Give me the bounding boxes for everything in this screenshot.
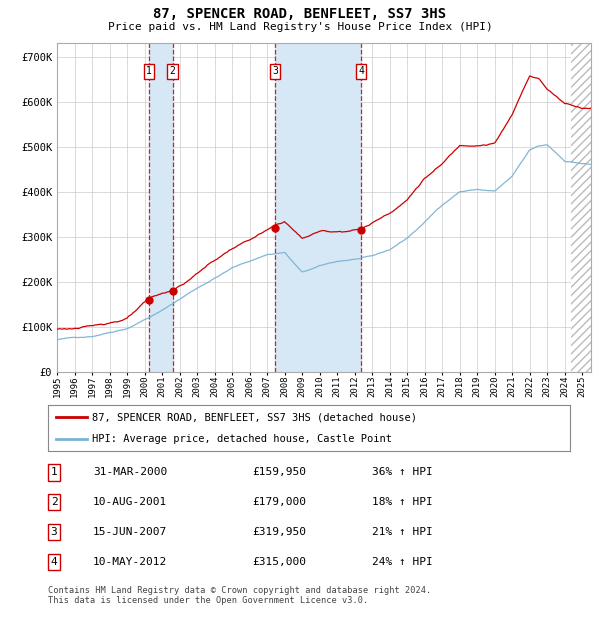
Text: 3: 3 (272, 66, 278, 76)
Text: HPI: Average price, detached house, Castle Point: HPI: Average price, detached house, Cast… (92, 434, 392, 444)
Text: 2019: 2019 (473, 375, 482, 397)
Text: 1999: 1999 (122, 375, 131, 397)
Text: 2: 2 (50, 497, 58, 507)
Text: 1998: 1998 (105, 375, 114, 397)
Text: 2003: 2003 (193, 375, 202, 397)
Text: £179,000: £179,000 (252, 497, 306, 507)
Text: 2012: 2012 (350, 375, 359, 397)
Text: 21% ↑ HPI: 21% ↑ HPI (372, 527, 433, 537)
Text: 2009: 2009 (298, 375, 307, 397)
Text: 4: 4 (50, 557, 58, 567)
Text: 2015: 2015 (403, 375, 412, 397)
Text: 2001: 2001 (158, 375, 167, 397)
Text: 24% ↑ HPI: 24% ↑ HPI (372, 557, 433, 567)
Text: 2014: 2014 (385, 375, 394, 397)
Text: Price paid vs. HM Land Registry's House Price Index (HPI): Price paid vs. HM Land Registry's House … (107, 22, 493, 32)
Text: 4: 4 (358, 66, 364, 76)
Text: 2017: 2017 (437, 375, 446, 397)
Text: £159,950: £159,950 (252, 467, 306, 477)
Text: 2007: 2007 (263, 375, 272, 397)
Text: 1996: 1996 (70, 375, 79, 397)
Text: 10-AUG-2001: 10-AUG-2001 (93, 497, 167, 507)
Text: 36% ↑ HPI: 36% ↑ HPI (372, 467, 433, 477)
Text: 2011: 2011 (332, 375, 341, 397)
Text: 2022: 2022 (525, 375, 534, 397)
Text: 2: 2 (170, 66, 176, 76)
Text: 2021: 2021 (508, 375, 517, 397)
Text: 2004: 2004 (210, 375, 219, 397)
Text: 2000: 2000 (140, 375, 149, 397)
Text: 87, SPENCER ROAD, BENFLEET, SS7 3HS: 87, SPENCER ROAD, BENFLEET, SS7 3HS (154, 7, 446, 22)
Text: 2018: 2018 (455, 375, 464, 397)
Text: 2024: 2024 (560, 375, 569, 397)
Text: Contains HM Land Registry data © Crown copyright and database right 2024.
This d: Contains HM Land Registry data © Crown c… (48, 586, 431, 605)
Bar (149, 43, 173, 372)
Text: 3: 3 (50, 527, 58, 537)
Text: 1995: 1995 (53, 375, 62, 397)
Text: £315,000: £315,000 (252, 557, 306, 567)
Text: 2008: 2008 (280, 375, 289, 397)
Text: £319,950: £319,950 (252, 527, 306, 537)
Text: 31-MAR-2000: 31-MAR-2000 (93, 467, 167, 477)
Text: 2013: 2013 (368, 375, 377, 397)
Text: 18% ↑ HPI: 18% ↑ HPI (372, 497, 433, 507)
Text: 10-MAY-2012: 10-MAY-2012 (93, 557, 167, 567)
Text: 2005: 2005 (227, 375, 236, 397)
Text: 2020: 2020 (490, 375, 499, 397)
Bar (275, 43, 361, 372)
Text: 1: 1 (50, 467, 58, 477)
Text: 2006: 2006 (245, 375, 254, 397)
Text: 2016: 2016 (420, 375, 429, 397)
Text: 15-JUN-2007: 15-JUN-2007 (93, 527, 167, 537)
Text: 1997: 1997 (88, 375, 97, 397)
Text: 2002: 2002 (175, 375, 184, 397)
Text: 2025: 2025 (578, 375, 587, 397)
Text: 2023: 2023 (543, 375, 552, 397)
Text: 2010: 2010 (315, 375, 324, 397)
Bar (571, 43, 591, 372)
Text: 1: 1 (146, 66, 152, 76)
Text: 87, SPENCER ROAD, BENFLEET, SS7 3HS (detached house): 87, SPENCER ROAD, BENFLEET, SS7 3HS (det… (92, 412, 418, 422)
